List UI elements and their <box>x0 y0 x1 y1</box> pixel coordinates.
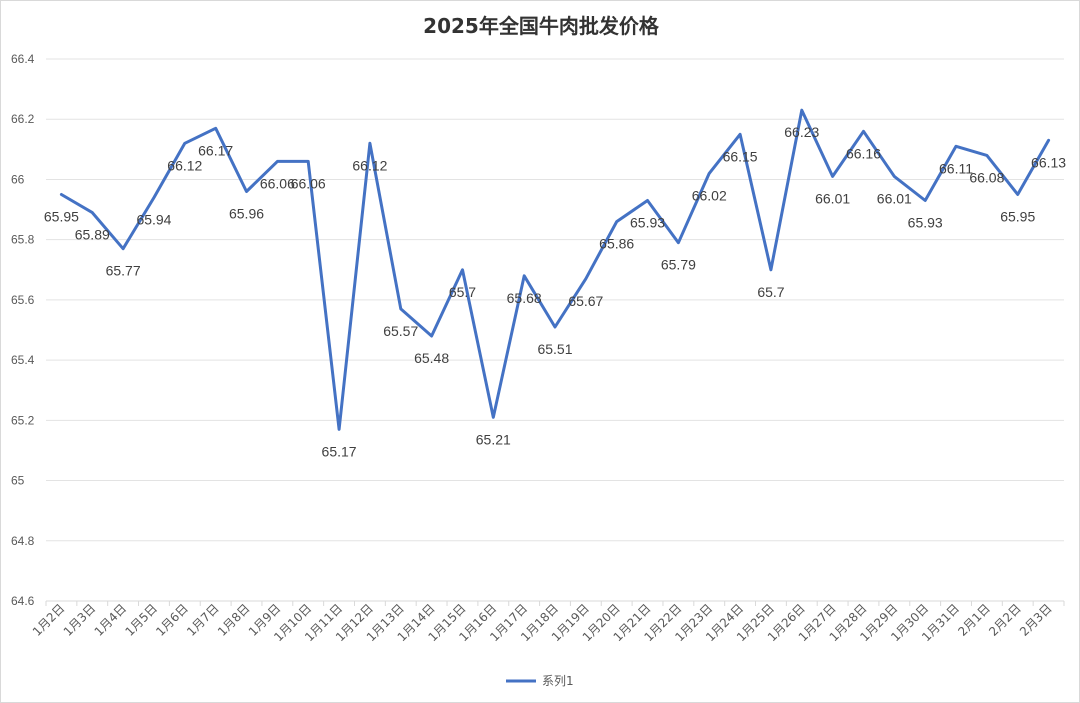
data-label: 65.95 <box>44 209 79 225</box>
data-point[interactable] <box>984 152 990 158</box>
y-tick-label: 65.8 <box>11 233 35 247</box>
data-label: 65.93 <box>908 215 943 231</box>
x-tick-label: 2月1日 <box>955 601 993 639</box>
data-label: 66.16 <box>846 145 881 161</box>
data-point[interactable] <box>459 267 465 273</box>
data-label: 65.51 <box>537 341 572 357</box>
y-tick-label: 66.2 <box>11 112 35 126</box>
data-point[interactable] <box>891 173 897 179</box>
data-point[interactable] <box>213 125 219 131</box>
data-point[interactable] <box>583 276 589 282</box>
data-label: 65.89 <box>75 227 110 243</box>
data-point[interactable] <box>768 267 774 273</box>
y-axis: 64.6 64.8 65 65.2 65.4 65.6 65.8 66 66.2 66.4 <box>11 52 35 608</box>
data-label: 65.96 <box>229 205 264 221</box>
y-tick-label: 65.6 <box>11 293 35 307</box>
data-point[interactable] <box>1046 137 1052 143</box>
data-label: 66.11 <box>939 160 973 176</box>
data-label: 65.67 <box>568 293 603 309</box>
data-label: 66.02 <box>692 187 727 203</box>
data-label: 65.94 <box>136 212 171 228</box>
data-label: 66.08 <box>969 169 1004 185</box>
data-label: 65.77 <box>106 263 141 279</box>
data-label: 66.13 <box>1031 154 1066 170</box>
series-line[interactable] <box>59 108 1051 431</box>
data-point[interactable] <box>398 306 404 312</box>
data-point[interactable] <box>151 195 157 201</box>
x-axis: 1月2日1月3日1月4日1月5日1月6日1月7日1月8日1月9日1月10日1月1… <box>30 600 1065 644</box>
data-point[interactable] <box>182 140 188 146</box>
y-tick-label: 64.6 <box>11 594 35 608</box>
data-point[interactable] <box>274 158 280 164</box>
data-point[interactable] <box>336 426 342 432</box>
y-tick-label: 65 <box>11 474 25 488</box>
x-tick-label: 1月4日 <box>92 601 130 639</box>
data-label: 65.86 <box>599 236 634 252</box>
data-point[interactable] <box>244 188 250 194</box>
data-point[interactable] <box>552 324 558 330</box>
data-point[interactable] <box>953 143 959 149</box>
data-label: 66.15 <box>723 148 758 164</box>
y-tick-label: 66 <box>11 172 25 186</box>
data-label: 65.68 <box>507 290 542 306</box>
data-point[interactable] <box>367 140 373 146</box>
data-label: 65.57 <box>383 323 418 339</box>
y-tick-label: 64.8 <box>11 534 35 548</box>
data-label: 65.21 <box>476 431 511 447</box>
data-label: 65.93 <box>630 215 665 231</box>
data-label: 66.17 <box>198 142 233 158</box>
data-label: 66.12 <box>167 157 202 173</box>
data-point[interactable] <box>521 273 527 279</box>
data-label: 65.7 <box>449 284 476 300</box>
data-label: 65.48 <box>414 350 449 366</box>
data-point[interactable] <box>860 128 866 134</box>
data-point[interactable] <box>305 158 311 164</box>
x-tick-label: 2月3日 <box>1017 601 1055 639</box>
data-label: 66.06 <box>260 175 295 191</box>
x-tick-label: 1月5日 <box>122 601 160 639</box>
data-label: 66.12 <box>352 157 387 173</box>
data-label: 66.23 <box>784 124 819 140</box>
x-tick-label: 1月3日 <box>61 601 99 639</box>
data-point[interactable] <box>737 131 743 137</box>
x-tick-label: 1月8日 <box>215 601 253 639</box>
data-point[interactable] <box>830 173 836 179</box>
series-line-group <box>58 107 1052 432</box>
data-point[interactable] <box>58 192 64 198</box>
legend[interactable]: 系列1 <box>506 674 574 688</box>
x-tick-label: 1月7日 <box>184 601 222 639</box>
x-tick-label: 1月2日 <box>30 601 68 639</box>
data-point[interactable] <box>120 246 126 252</box>
data-point[interactable] <box>429 333 435 339</box>
y-tick-label: 65.2 <box>11 413 35 427</box>
data-point[interactable] <box>922 198 928 204</box>
data-label: 66.01 <box>815 190 850 206</box>
data-point[interactable] <box>614 219 620 225</box>
data-point[interactable] <box>89 210 95 216</box>
data-label: 65.95 <box>1000 209 1035 225</box>
data-point[interactable] <box>1015 192 1021 198</box>
data-labels: 65.9565.8965.7765.9466.1266.1765.9666.06… <box>44 124 1066 459</box>
data-label: 65.7 <box>757 284 784 300</box>
y-tick-label: 65.4 <box>11 353 35 367</box>
x-tick-label: 1月6日 <box>153 601 191 639</box>
data-point[interactable] <box>675 240 681 246</box>
data-point[interactable] <box>706 170 712 176</box>
data-point[interactable] <box>799 107 805 113</box>
data-label: 65.17 <box>322 443 357 459</box>
data-label: 66.01 <box>877 190 912 206</box>
data-label: 66.06 <box>291 175 326 191</box>
data-label: 65.79 <box>661 257 696 273</box>
data-point[interactable] <box>490 414 496 420</box>
y-tick-label: 66.4 <box>11 52 35 66</box>
data-point[interactable] <box>645 198 651 204</box>
legend-label: 系列1 <box>542 674 574 688</box>
chart-title: 2025年全国牛肉批发价格 <box>423 14 660 38</box>
gridlines <box>46 58 1064 542</box>
x-tick-label: 2月2日 <box>986 601 1024 639</box>
